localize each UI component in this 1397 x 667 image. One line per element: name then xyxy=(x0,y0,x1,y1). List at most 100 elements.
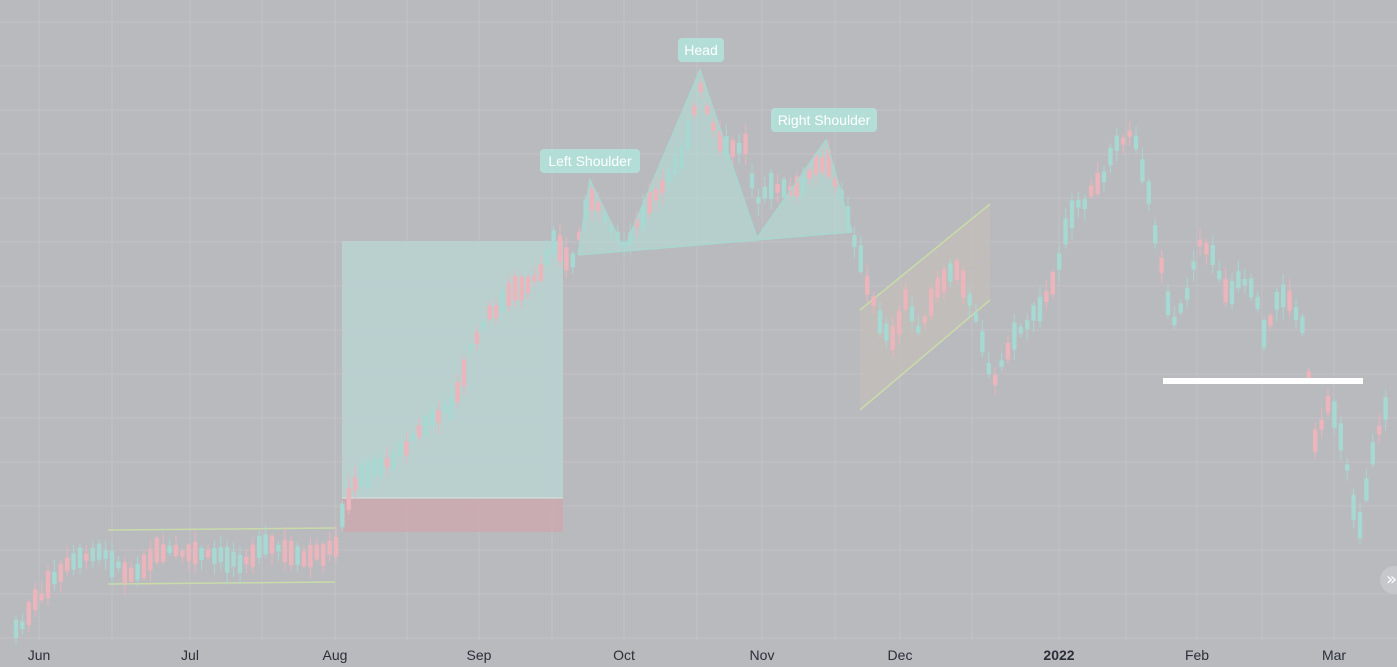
candle-body xyxy=(263,534,268,555)
candle-body xyxy=(327,540,332,555)
candle-body xyxy=(1172,316,1177,326)
candle-body xyxy=(33,589,38,611)
candle-body xyxy=(321,543,326,566)
candle-body xyxy=(436,409,441,423)
candle-body xyxy=(737,142,742,154)
candle-body xyxy=(161,544,166,562)
candle-body xyxy=(257,535,262,558)
candle-body xyxy=(756,197,761,204)
candle-body xyxy=(929,288,934,316)
candle-body xyxy=(58,563,63,582)
candle-body xyxy=(410,433,415,441)
candle-body xyxy=(39,593,44,601)
scroll-to-realtime-button[interactable]: » xyxy=(1380,566,1397,594)
candle-body xyxy=(346,487,351,510)
candle-body xyxy=(897,311,902,335)
candle-body xyxy=(858,245,863,272)
candle-body xyxy=(1217,270,1222,280)
candle-body xyxy=(340,503,345,528)
candle-body xyxy=(852,234,857,248)
candle-body xyxy=(417,425,422,437)
candle-body xyxy=(122,562,127,584)
candle-body xyxy=(186,544,191,562)
candle-body xyxy=(1037,296,1043,322)
candle-body xyxy=(97,543,102,560)
x-tick-label: Mar xyxy=(1322,647,1346,663)
pattern-label: Right Shoulder xyxy=(778,112,871,128)
candle-body xyxy=(525,277,531,294)
candle-body xyxy=(135,563,140,580)
candle-body xyxy=(820,157,825,172)
candle-body xyxy=(154,537,159,563)
candle-body xyxy=(807,169,812,179)
candle-body xyxy=(513,275,518,301)
candle-body xyxy=(487,305,492,320)
candle-body xyxy=(378,458,383,476)
candle-body xyxy=(647,192,652,214)
x-axis: Jun Jul Aug Sep Oct Nov Dec 2022 Feb Mar xyxy=(28,647,1347,663)
candle-body xyxy=(628,232,633,245)
candle-body xyxy=(1204,242,1209,255)
candle-body xyxy=(1306,371,1311,379)
channel-bottom-line xyxy=(859,299,991,411)
candle-body xyxy=(493,305,499,318)
candle-body xyxy=(1044,291,1049,303)
candle-body xyxy=(225,546,230,573)
candle-body xyxy=(109,550,115,578)
x-tick-label: Feb xyxy=(1185,647,1209,663)
candle-body xyxy=(609,226,614,233)
x-tick-label: Nov xyxy=(750,647,775,663)
candle-body xyxy=(1261,320,1267,348)
candle-body xyxy=(564,247,569,271)
candle-body xyxy=(1293,306,1299,321)
candle-body xyxy=(557,235,563,262)
candle-body xyxy=(916,326,921,333)
candle-body xyxy=(84,553,89,561)
candle-body xyxy=(269,535,275,554)
candle-body xyxy=(762,186,767,199)
candle-body xyxy=(1287,290,1292,311)
pattern-label-bg xyxy=(771,108,877,132)
candle-body xyxy=(1140,159,1145,182)
candle-body xyxy=(301,551,307,567)
candle-body xyxy=(1050,271,1055,295)
drawings-under xyxy=(107,70,991,585)
candle-body xyxy=(545,249,550,266)
candle-body xyxy=(717,131,723,151)
candle-body xyxy=(698,82,703,93)
candle-body xyxy=(890,325,895,351)
candle-body xyxy=(1377,425,1382,435)
candle-body xyxy=(129,567,134,582)
candle-body xyxy=(26,601,31,626)
candle-body xyxy=(871,296,876,306)
x-tick-label: 2022 xyxy=(1043,647,1074,663)
candle-body xyxy=(1249,278,1254,298)
candle-body xyxy=(404,441,409,456)
candle-body xyxy=(148,548,153,571)
candle-body xyxy=(749,173,755,189)
candle-body xyxy=(692,105,697,115)
candle-body xyxy=(833,178,838,187)
candle-body xyxy=(506,282,511,306)
candle-body xyxy=(909,306,915,322)
candle-body xyxy=(986,363,991,374)
candle-body xyxy=(103,550,108,559)
range-top-line xyxy=(107,527,336,531)
candle-body xyxy=(218,546,223,563)
candle-body xyxy=(730,140,735,158)
candle-body xyxy=(1005,343,1011,360)
support-line xyxy=(1163,378,1363,384)
x-tick-label: Dec xyxy=(888,647,913,663)
candle-body xyxy=(660,180,665,194)
candle-body xyxy=(865,276,870,295)
candle-body xyxy=(391,453,396,470)
candle-body xyxy=(781,179,787,198)
candle-body xyxy=(1242,279,1247,286)
x-tick-label: Jun xyxy=(28,647,51,663)
candle-body xyxy=(333,536,339,557)
candle-body xyxy=(1095,172,1100,195)
candle-body xyxy=(602,215,607,222)
channel-mid-line xyxy=(859,253,991,359)
